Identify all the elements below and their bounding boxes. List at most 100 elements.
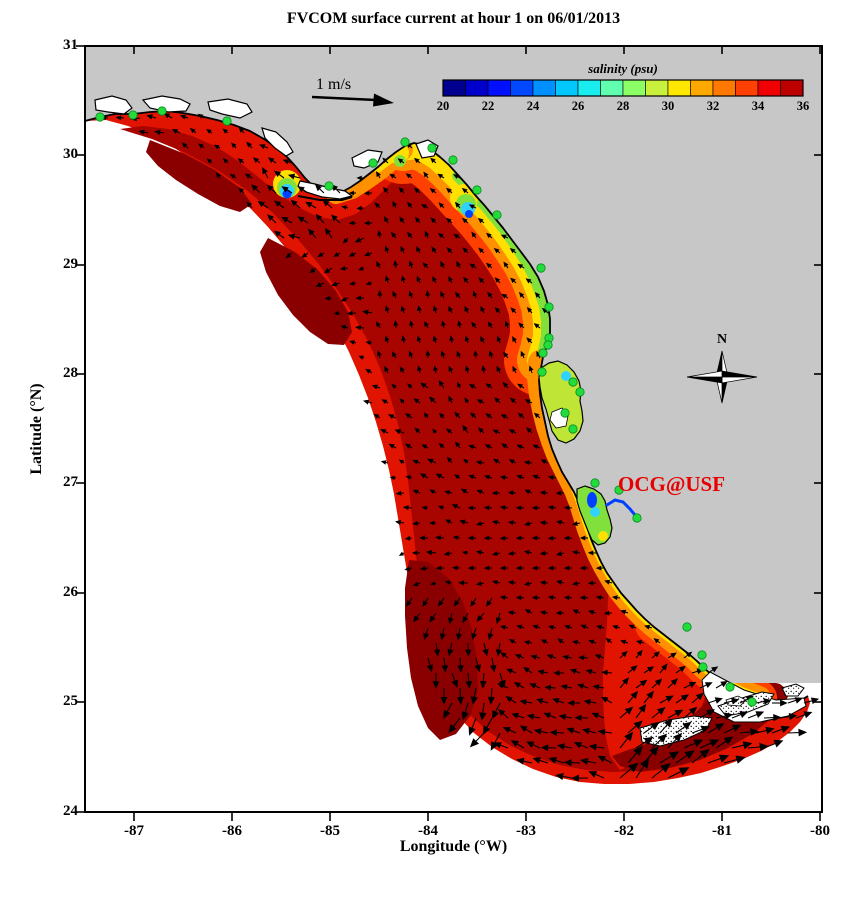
- y-tick-label: 30: [63, 146, 78, 162]
- colorbar-segment: [487, 79, 511, 97]
- station-marker: [95, 112, 105, 122]
- colorbar-tick-label: 28: [616, 99, 630, 113]
- station-marker: [448, 155, 458, 165]
- charlotte-harbor-plume: [587, 492, 597, 508]
- station-markers: [95, 106, 757, 707]
- colorbar-segment: [555, 79, 579, 97]
- station-marker: [590, 478, 600, 488]
- colorbar-segment: [577, 79, 601, 97]
- station-marker: [368, 158, 378, 168]
- colorbar-segment: [442, 79, 466, 97]
- colorbar-segment: [510, 79, 534, 97]
- station-marker: [400, 137, 410, 147]
- station-marker: [324, 181, 334, 191]
- land: [85, 46, 822, 683]
- colorbar-border: [442, 79, 804, 97]
- charlotte-harbor-plume: [590, 507, 600, 517]
- y-tick-label: 26: [63, 584, 78, 600]
- x-tick-label: -85: [320, 823, 340, 839]
- watermark-label: OCG@USF: [618, 472, 726, 496]
- station-marker: [472, 185, 482, 195]
- station-marker: [575, 387, 585, 397]
- colorbar-segment: [667, 79, 691, 97]
- suwannee-plume: [465, 210, 473, 218]
- colorbar-tick-label: 30: [661, 99, 675, 113]
- colorbar-tick-label: 32: [706, 99, 720, 113]
- colorbar-tick-label: 26: [571, 99, 585, 113]
- station-marker: [538, 348, 548, 358]
- station-marker: [536, 263, 546, 273]
- colorbar-segment: [645, 79, 669, 97]
- x-tick-label: -80: [810, 823, 830, 839]
- compass-rose: [686, 350, 758, 404]
- station-marker: [697, 650, 707, 660]
- charlotte-harbor-plume: [598, 531, 608, 541]
- colorbar-segment: [757, 79, 781, 97]
- bays-and-lagoons: [94, 95, 439, 201]
- colorbar-segment: [622, 79, 646, 97]
- tampa-bay-plume: [561, 371, 571, 381]
- plot-frame: [84, 45, 823, 813]
- scale-arrow-head: [373, 93, 394, 107]
- st-andrew-bay: [207, 98, 253, 119]
- scale-arrow: [311, 93, 394, 107]
- compass-label: N: [716, 332, 728, 347]
- st-joseph-bay: [261, 127, 294, 157]
- station-marker: [157, 106, 167, 116]
- y-tick-label: 29: [63, 256, 78, 272]
- apalachicola-plume: [282, 189, 292, 199]
- pensacola-bay: [94, 95, 133, 115]
- colorbar-tick-label: 34: [751, 99, 765, 113]
- station-marker: [568, 424, 578, 434]
- station-marker: [543, 340, 553, 350]
- colorbar-segment: [780, 79, 804, 97]
- station-marker: [537, 367, 547, 377]
- colorbar-tick-label: 20: [436, 99, 450, 113]
- highest-salinity-patch: [146, 140, 252, 212]
- station-marker: [544, 302, 554, 312]
- x-axis-label: Longitude (°W): [399, 838, 508, 855]
- colorbar-segment: [735, 79, 759, 97]
- x-tick-label: -83: [516, 823, 536, 839]
- x-tick-label: -82: [614, 823, 634, 839]
- peace-river-arm: [605, 498, 637, 517]
- y-tick-label: 25: [63, 693, 78, 709]
- colorbar-segment: [532, 79, 556, 97]
- y-tick-label: 31: [63, 37, 78, 53]
- colorbar-segment: [465, 79, 489, 97]
- station-marker: [492, 210, 502, 220]
- station-marker: [747, 697, 757, 707]
- x-tick-label: -81: [712, 823, 732, 839]
- station-marker: [568, 377, 578, 387]
- keys-island: [781, 683, 805, 697]
- y-tick-label: 28: [63, 365, 78, 381]
- colorbar-tick-label: 36: [796, 99, 810, 113]
- station-marker: [632, 513, 642, 523]
- colorbar-tick-label: 24: [526, 99, 540, 113]
- colorbar-tick-label: 22: [481, 99, 495, 113]
- station-marker: [614, 485, 624, 495]
- x-tick-label: -84: [418, 823, 438, 839]
- colorbar-segment: [712, 79, 736, 97]
- station-marker: [698, 662, 708, 672]
- station-marker: [682, 622, 692, 632]
- station-marker: [725, 682, 735, 692]
- colorbar-segment: [690, 79, 714, 97]
- station-marker: [560, 408, 570, 418]
- x-tick-label: -86: [222, 823, 242, 839]
- x-tick-label: -87: [124, 823, 144, 839]
- scale-arrow-label: 1 m/s: [316, 76, 352, 93]
- colorbar: [442, 79, 804, 97]
- highest-salinity-patch: [260, 238, 352, 345]
- compass-point-w: [686, 370, 723, 378]
- current-vectors: [100, 113, 820, 782]
- scale-arrow-shaft: [311, 95, 377, 102]
- plot-title: FVCOM surface current at hour 1 on 06/01…: [286, 10, 621, 27]
- station-marker: [222, 116, 232, 126]
- choctawhatchee-bay: [141, 95, 191, 113]
- station-marker: [128, 110, 138, 120]
- station-marker: [427, 143, 437, 153]
- y-tick-label: 27: [63, 474, 78, 490]
